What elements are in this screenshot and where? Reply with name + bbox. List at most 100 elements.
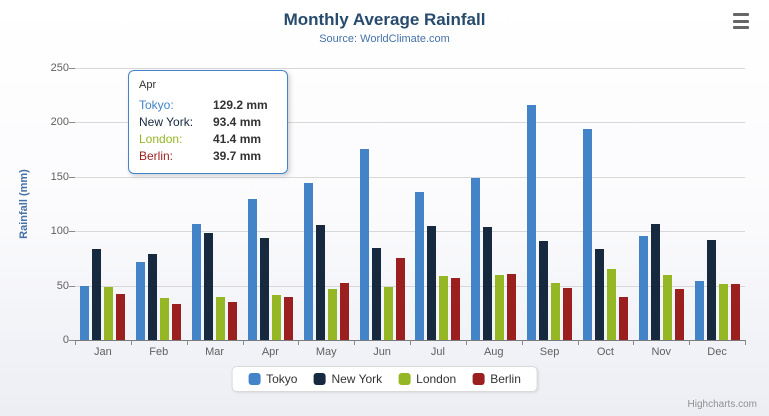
- y-axis-label: 100: [50, 225, 69, 238]
- bar-berlin-oct[interactable]: [618, 297, 628, 340]
- bar-tokyo-oct[interactable]: [582, 128, 592, 340]
- bar-new-york-jun[interactable]: [371, 248, 381, 340]
- x-axis-label: May: [315, 346, 337, 358]
- bar-berlin-may[interactable]: [339, 282, 349, 340]
- bar-tokyo-may[interactable]: [303, 183, 313, 340]
- bar-london-sep[interactable]: [551, 282, 561, 340]
- bar-new-york-mar[interactable]: [204, 232, 214, 340]
- x-axis-tick: [186, 340, 188, 345]
- y-axis-label: 0: [62, 334, 69, 346]
- bar-tokyo-apr[interactable]: [247, 199, 257, 340]
- hamburger-menu-icon: [733, 19, 749, 23]
- tooltip-series-name: Tokyo:: [139, 98, 174, 112]
- y-axis-tick: [69, 340, 75, 341]
- bar-berlin-dec[interactable]: [730, 284, 740, 340]
- bar-tokyo-feb[interactable]: [136, 262, 146, 340]
- x-axis-tick: [521, 340, 523, 345]
- y-axis-tick: [69, 285, 75, 287]
- x-axis-label: Nov: [651, 346, 672, 358]
- bar-tokyo-dec[interactable]: [694, 280, 704, 340]
- bar-berlin-aug[interactable]: [507, 274, 517, 340]
- bar-new-york-oct[interactable]: [594, 249, 604, 340]
- legend-item-berlin[interactable]: Berlin: [472, 372, 521, 386]
- plot-area: 0 50 100 150 200 250 Jan Feb Mar Apr May Jun Jul Aug S…: [51, 62, 746, 358]
- bar-london-jun[interactable]: [383, 287, 393, 340]
- bar-berlin-sep[interactable]: [563, 288, 573, 340]
- tooltip-row: New York: 93.4 mm: [139, 114, 277, 131]
- tooltip-row: London: 41.4 mm: [139, 131, 277, 148]
- tooltip-series-name: New York:: [139, 115, 194, 129]
- x-axis-tick: [689, 340, 691, 345]
- bar-new-york-aug[interactable]: [483, 226, 493, 340]
- legend-label: Berlin: [490, 372, 521, 386]
- bar-new-york-jul[interactable]: [427, 225, 437, 340]
- bar-london-oct[interactable]: [606, 269, 616, 340]
- tooltip-row: Berlin: 39.7 mm: [139, 148, 277, 165]
- bar-berlin-apr[interactable]: [283, 296, 293, 340]
- tooltip-series-value: 93.4 mm: [213, 115, 262, 129]
- legend-item-london[interactable]: London: [398, 372, 456, 386]
- y-axis-title: Rainfall (mm): [18, 169, 30, 239]
- x-axis-label: Oct: [596, 346, 614, 358]
- bar-new-york-may[interactable]: [315, 224, 325, 340]
- bar-berlin-jan[interactable]: [116, 293, 126, 340]
- bar-tokyo-jan[interactable]: [80, 285, 90, 340]
- bar-new-york-dec[interactable]: [706, 239, 716, 340]
- bar-london-dec[interactable]: [718, 284, 728, 340]
- bar-new-york-jan[interactable]: [92, 249, 102, 340]
- bar-london-jan[interactable]: [104, 286, 114, 340]
- gridline: [75, 68, 745, 69]
- gridline: [75, 122, 745, 124]
- bar-london-apr[interactable]: [271, 294, 281, 340]
- x-axis-label: Jul: [430, 346, 445, 358]
- x-axis-tick: [745, 340, 746, 345]
- x-axis-label: Mar: [205, 346, 225, 358]
- x-axis-tick: [298, 340, 300, 345]
- gridline: [75, 176, 745, 178]
- bar-london-may[interactable]: [327, 288, 337, 340]
- legend: Tokyo New York London Berlin: [231, 366, 538, 392]
- bar-new-york-feb[interactable]: [148, 254, 158, 340]
- x-axis-tick: [465, 340, 467, 345]
- x-axis-tick: [242, 340, 244, 345]
- legend-swatch-icon: [472, 373, 485, 385]
- bar-tokyo-jun[interactable]: [359, 148, 369, 340]
- bar-london-feb[interactable]: [160, 297, 170, 340]
- tooltip-series-value: 39.7 mm: [213, 149, 262, 163]
- bar-new-york-sep[interactable]: [539, 240, 549, 340]
- context-menu-button[interactable]: [733, 13, 753, 29]
- bar-berlin-jul[interactable]: [451, 277, 461, 340]
- bar-london-aug[interactable]: [495, 275, 505, 340]
- x-axis-tick: [633, 340, 635, 345]
- bar-tokyo-mar[interactable]: [192, 224, 202, 340]
- tooltip-series-name: Berlin:: [139, 149, 174, 163]
- bar-tokyo-nov[interactable]: [638, 235, 648, 340]
- bar-new-york-apr[interactable]: [259, 238, 269, 340]
- x-axis-tick: [354, 340, 356, 345]
- bar-berlin-jun[interactable]: [395, 257, 405, 340]
- hamburger-menu-icon: [733, 26, 749, 29]
- legend-item-new-york[interactable]: New York: [313, 372, 382, 386]
- legend-item-tokyo[interactable]: Tokyo: [248, 372, 297, 386]
- x-axis-label: Dec: [707, 346, 727, 358]
- x-axis-label: Feb: [149, 346, 169, 358]
- bar-berlin-feb[interactable]: [172, 303, 182, 340]
- tooltip-row: Tokyo: 129.2 mm: [139, 97, 277, 114]
- bar-london-jul[interactable]: [439, 275, 449, 340]
- bar-new-york-nov[interactable]: [650, 224, 660, 340]
- bar-london-mar[interactable]: [216, 297, 226, 340]
- bar-tokyo-sep[interactable]: [527, 104, 537, 340]
- gridline: [75, 231, 745, 233]
- bar-london-nov[interactable]: [662, 275, 672, 340]
- bar-tokyo-aug[interactable]: [471, 178, 481, 340]
- y-axis-label: 200: [50, 116, 69, 129]
- tooltip-series-value: 41.4 mm: [213, 132, 262, 146]
- bar-berlin-nov[interactable]: [674, 289, 684, 340]
- x-axis-tick: [75, 340, 76, 345]
- bar-tokyo-jul[interactable]: [415, 192, 425, 340]
- y-axis-tick: [69, 176, 75, 178]
- bar-berlin-mar[interactable]: [228, 302, 238, 340]
- credits-link[interactable]: Highcharts.com: [687, 399, 757, 410]
- tooltip-rows: Tokyo: 129.2 mm New York: 93.4 mm London: 41.…: [139, 97, 277, 165]
